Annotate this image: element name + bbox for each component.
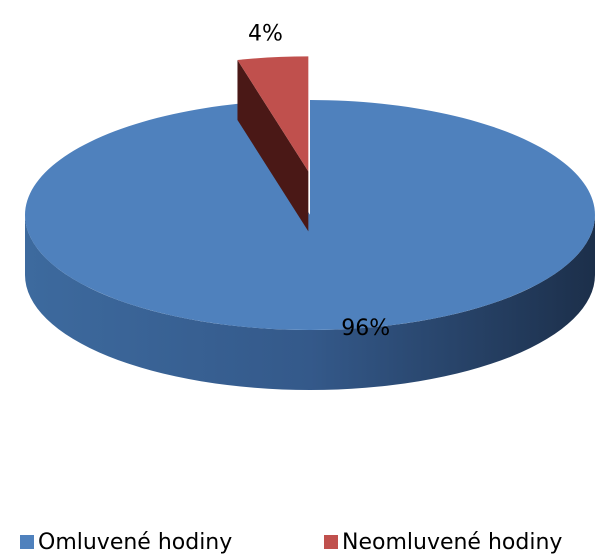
legend-swatch: [324, 535, 338, 549]
legend-swatch: [20, 535, 34, 549]
slice-cut: [237, 59, 309, 232]
legend-label: Omluvené hodiny: [38, 530, 232, 555]
slice-side: [25, 215, 595, 390]
data-label: 4%: [248, 21, 283, 46]
slice: [24, 100, 596, 330]
data-label: 96%: [341, 316, 390, 341]
legend-label: Neomluvené hodiny: [342, 530, 562, 555]
slice: [237, 56, 309, 172]
